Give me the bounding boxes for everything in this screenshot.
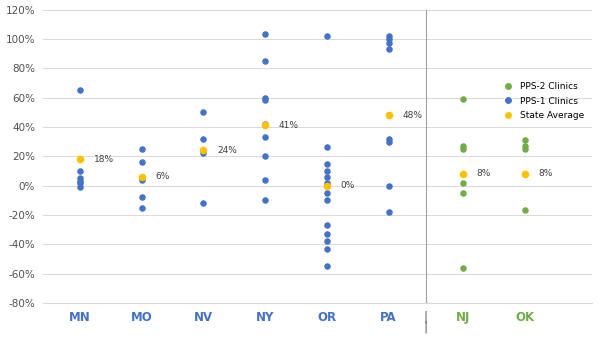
Point: [137, 194, 147, 200]
Point: [75, 156, 85, 162]
Point: [137, 205, 147, 210]
Point: [260, 154, 270, 159]
Point: [322, 246, 332, 251]
Point: [322, 183, 332, 188]
Text: 48%: 48%: [402, 111, 422, 120]
Point: [384, 47, 393, 52]
Point: [384, 183, 393, 188]
Point: [458, 180, 468, 185]
Point: [384, 33, 393, 39]
Point: [260, 98, 270, 103]
Point: [199, 151, 208, 156]
Point: [384, 36, 393, 41]
Point: [199, 201, 208, 206]
Point: [384, 113, 393, 118]
Point: [75, 88, 85, 93]
Point: [75, 179, 85, 184]
Text: 0%: 0%: [340, 181, 355, 190]
Text: 6%: 6%: [155, 172, 170, 181]
Point: [260, 134, 270, 140]
Point: [322, 33, 332, 39]
Point: [137, 176, 147, 181]
Point: [137, 174, 147, 179]
Point: [260, 32, 270, 37]
Point: [520, 143, 529, 149]
Point: [260, 58, 270, 64]
Legend: PPS-2 Clinics, PPS-1 Clinics, State Average: PPS-2 Clinics, PPS-1 Clinics, State Aver…: [496, 79, 588, 124]
Point: [199, 148, 208, 153]
Point: [458, 190, 468, 195]
Point: [75, 176, 85, 181]
Point: [75, 168, 85, 174]
Text: |: |: [423, 320, 428, 334]
Point: [458, 143, 468, 149]
Point: [384, 139, 393, 144]
Point: [322, 231, 332, 237]
Text: 8%: 8%: [538, 169, 553, 178]
Text: 24%: 24%: [217, 146, 237, 155]
Point: [322, 180, 332, 185]
Point: [137, 159, 147, 165]
Point: [260, 177, 270, 182]
Point: [137, 177, 147, 182]
Point: [458, 146, 468, 152]
Point: [322, 168, 332, 174]
Point: [260, 121, 270, 127]
Point: [322, 161, 332, 166]
Text: 41%: 41%: [279, 121, 299, 130]
Point: [520, 208, 529, 213]
Point: [322, 239, 332, 244]
Point: [458, 265, 468, 270]
Text: 8%: 8%: [477, 169, 491, 178]
Point: [137, 146, 147, 152]
Point: [322, 197, 332, 203]
Point: [75, 184, 85, 190]
Point: [322, 190, 332, 195]
Point: [260, 123, 270, 128]
Point: [458, 171, 468, 177]
Point: [458, 96, 468, 102]
Point: [520, 171, 529, 177]
Point: [322, 174, 332, 179]
Point: [260, 197, 270, 203]
Point: [75, 180, 85, 185]
Point: [199, 110, 208, 115]
Point: [384, 40, 393, 46]
Point: [384, 209, 393, 215]
Point: [384, 136, 393, 141]
Point: [199, 136, 208, 141]
Point: [322, 264, 332, 269]
Point: [520, 146, 529, 152]
Point: [322, 222, 332, 228]
Point: [322, 145, 332, 150]
Point: [520, 137, 529, 143]
Text: 18%: 18%: [93, 155, 114, 164]
Point: [260, 95, 270, 100]
